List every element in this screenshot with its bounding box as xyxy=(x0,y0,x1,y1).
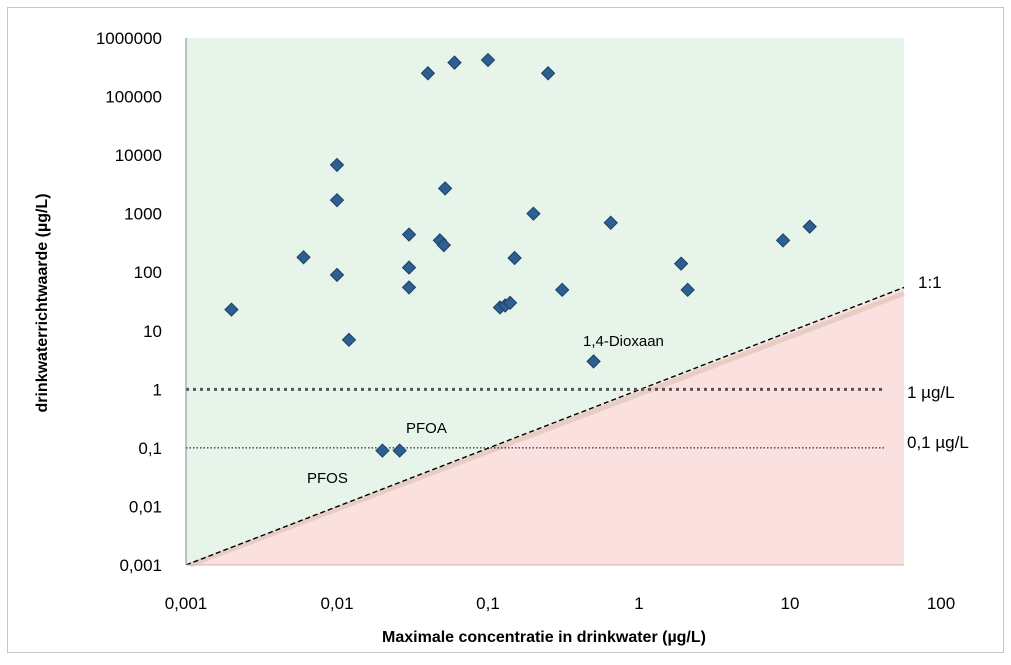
data-point xyxy=(673,256,689,271)
y-tick-label: 100000 xyxy=(105,88,162,107)
y-tick-label: 0,1 xyxy=(138,439,162,458)
data-point xyxy=(436,237,452,253)
y-tick-label: 1 xyxy=(153,380,162,399)
x-tick-label: 0,001 xyxy=(165,594,208,613)
annotation-pfoa: PFOA xyxy=(406,420,447,437)
data-point xyxy=(802,219,817,234)
y-axis-title: drinkwaterrichtwaarde (µg/L) xyxy=(34,193,51,412)
data-point xyxy=(329,267,345,283)
ref-label-1ug: 1 µg/L xyxy=(907,383,955,402)
data-point xyxy=(296,250,311,265)
data-point xyxy=(401,227,417,242)
data-point xyxy=(420,66,436,81)
data-point xyxy=(502,295,518,311)
data-point xyxy=(603,215,618,230)
data-point xyxy=(401,280,417,295)
data-point xyxy=(329,192,345,208)
data-point xyxy=(540,66,556,81)
y-tick-label: 0,001 xyxy=(119,556,162,575)
data-point xyxy=(341,332,357,348)
y-tick-label: 100 xyxy=(134,263,162,282)
x-tick-label: 0,01 xyxy=(320,594,353,613)
data-point xyxy=(680,282,695,298)
x-tick-labels: 0,001 0,01 0,1 1 10 100 xyxy=(165,594,955,613)
diagonal-shadow xyxy=(189,291,905,568)
y-tick-label: 10000 xyxy=(115,146,162,165)
data-point xyxy=(526,206,541,221)
y-tick-labels: 0,001 0,01 0,1 1 10 100 1000 10000 100000 1000000 xyxy=(96,29,162,575)
ref-line-1-1 xyxy=(185,286,905,566)
data-point xyxy=(447,55,462,70)
reference-lines xyxy=(185,286,905,566)
data-point xyxy=(375,443,390,458)
region-above-line xyxy=(186,38,904,565)
data-point xyxy=(401,260,417,275)
annotation-pfos: PFOS xyxy=(307,470,348,487)
x-tick-label: 10 xyxy=(781,594,800,613)
y-tick-label: 0,01 xyxy=(129,497,162,516)
y-tick-label: 1000000 xyxy=(96,29,162,48)
data-points xyxy=(224,52,817,458)
y-tick-label: 1000 xyxy=(124,205,162,224)
x-tick-label: 0,1 xyxy=(476,594,500,613)
y-tick-label: 10 xyxy=(143,322,162,341)
data-point xyxy=(480,52,496,68)
annotation-dioxaan: 1,4-Dioxaan xyxy=(583,333,664,350)
ref-label-01ug: 0,1 µg/L xyxy=(907,433,969,452)
data-point xyxy=(507,250,522,266)
data-point xyxy=(586,354,601,369)
plot-regions xyxy=(186,38,905,568)
data-point xyxy=(775,233,791,248)
ref-label-1-1: 1:1 xyxy=(918,273,942,292)
data-point xyxy=(554,282,570,298)
x-tick-label: 100 xyxy=(927,594,955,613)
data-point xyxy=(392,443,407,458)
data-point xyxy=(437,181,453,196)
data-point xyxy=(329,157,345,173)
x-tick-label: 1 xyxy=(634,594,643,613)
axes xyxy=(185,38,904,566)
x-axis-title: Maximale concentratie in drinkwater (µg/… xyxy=(382,629,706,646)
data-point xyxy=(224,302,239,317)
